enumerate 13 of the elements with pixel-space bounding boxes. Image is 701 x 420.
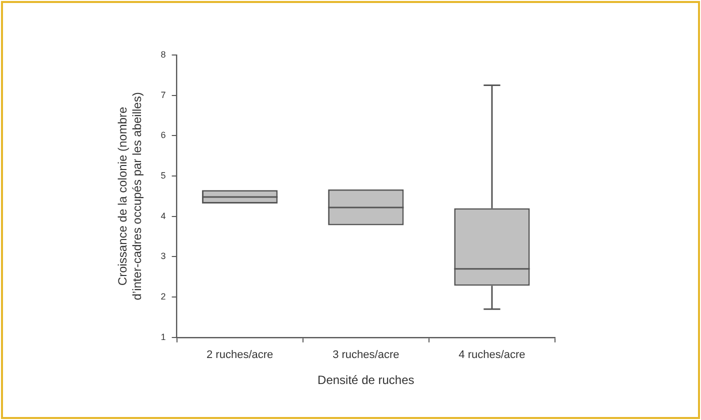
- x-axis-title: Densité de ruches: [318, 373, 414, 388]
- x-tick-label: 3 ruches/acre: [332, 349, 400, 362]
- y-tick-label: 6: [160, 130, 166, 140]
- y-tick-label: 8: [160, 49, 166, 60]
- y-tick-label: 7: [160, 90, 166, 100]
- y-tick-label: 4: [160, 210, 166, 221]
- y-tick-label: 1: [160, 332, 166, 342]
- y-tick-label: 3: [160, 251, 166, 262]
- y-tick-label: 5: [160, 170, 166, 181]
- x-tick-label: 4 ruches/acre: [458, 349, 526, 362]
- y-axis-title: Croissance de la colonie (nombre d’inter-cadres occupés par les abeilles): [116, 92, 144, 300]
- y-tick-label: 2: [160, 292, 166, 302]
- x-tick-label: 2 ruches/acre: [206, 349, 274, 362]
